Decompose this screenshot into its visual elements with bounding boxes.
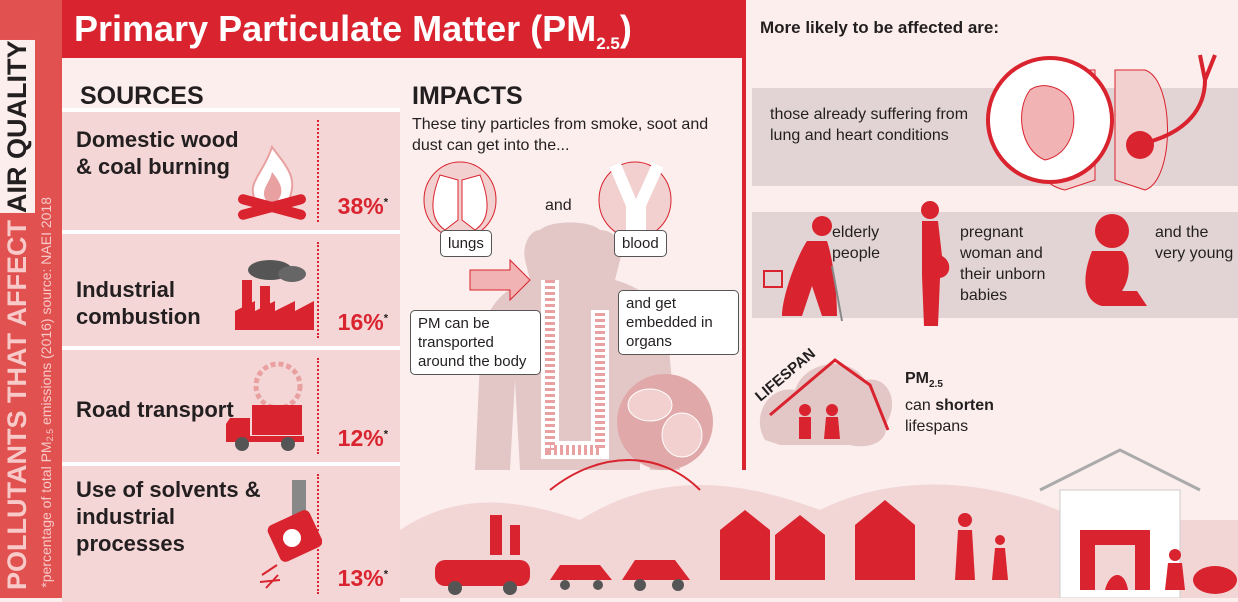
source-label: Use of solvents & industrial processes — [76, 476, 276, 557]
source-label: Domestic wood & coal burning — [76, 126, 246, 180]
percent-value: 12% — [338, 425, 384, 451]
source-percent: 13%* — [338, 565, 388, 592]
source-percent: 12%* — [338, 425, 388, 452]
source-percent: 38%* — [338, 193, 388, 220]
town-scenery — [400, 430, 1238, 598]
title-part: ) — [620, 8, 632, 49]
source-label: Industrial combustion — [76, 276, 246, 330]
title-part: Primary Particulate Matter (PM — [74, 8, 596, 49]
source-card: Road transport 12%* — [62, 346, 400, 462]
factory-icon — [230, 256, 316, 336]
divider — [317, 120, 319, 222]
transport-note: PM can be transported around the body — [410, 310, 541, 375]
lungs-label: lungs — [440, 230, 492, 257]
title: Primary Particulate Matter (PM2.5) — [74, 8, 632, 54]
side-title: POLLUTANTS THAT AFFECT AIR QUALITY — [2, 40, 32, 590]
percent-note: * — [384, 312, 388, 324]
truck-icon — [222, 360, 316, 455]
and-text: and — [545, 197, 572, 215]
source-card: Use of solvents & industrial processes 1… — [62, 462, 400, 602]
impacts-intro: These tiny particles from smoke, soot an… — [412, 114, 712, 156]
source-percent: 16%* — [338, 309, 388, 336]
page: POLLUTANTS THAT AFFECT AIR QUALITY *perc… — [0, 0, 1238, 598]
percent-value: 38% — [338, 193, 384, 219]
footnote-subscript: 2.5 — [45, 429, 55, 442]
solvent-icon — [252, 480, 322, 590]
divider — [317, 474, 319, 594]
title-banner: Primary Particulate Matter (PM2.5) — [62, 0, 742, 58]
side-title-highlight: AIR QUALITY — [0, 40, 35, 213]
percent-value: 16% — [338, 309, 384, 335]
side-title-main: POLLUTANTS THAT AFFECT — [2, 220, 32, 590]
affected-heading: More likely to be affected are: — [760, 18, 999, 38]
percent-note: * — [384, 196, 388, 208]
title-subscript: 2.5 — [596, 34, 620, 53]
footnote: *percentage of total PM2.5 emissions (20… — [36, 197, 60, 588]
percent-value: 13% — [338, 565, 384, 591]
lifespan-subscript: 2.5 — [929, 379, 943, 390]
source-card: Domestic wood & coal burning 38%* — [62, 108, 400, 230]
divider — [317, 242, 319, 338]
lifespan-pm: PM — [905, 370, 929, 387]
impacts-heading: IMPACTS — [412, 82, 523, 111]
divider — [317, 358, 319, 454]
fire-icon — [232, 142, 312, 222]
organs-note: and get embedded in organs — [618, 290, 739, 355]
panel-divider — [742, 0, 746, 470]
affected-text: those already suffering from lung and he… — [770, 104, 970, 146]
affected-text: pregnant woman and their unborn babies — [960, 222, 1070, 306]
lifespan-part: can — [905, 397, 935, 414]
blood-label: blood — [614, 230, 667, 257]
percent-note: * — [384, 428, 388, 440]
affected-text: elderly people — [832, 222, 902, 264]
heart-lung-icon — [975, 40, 1225, 200]
side-strip: POLLUTANTS THAT AFFECT AIR QUALITY *perc… — [0, 0, 62, 598]
footnote-part: emissions (2016) source: NAEI 2018 — [38, 197, 54, 429]
affected-text: and the very young — [1155, 222, 1235, 264]
lifespan-strong: shorten — [935, 397, 994, 414]
source-label: Road transport — [76, 396, 246, 423]
source-card: Industrial combustion 16%* — [62, 230, 400, 346]
footnote-part: *percentage of total PM — [38, 442, 54, 588]
percent-note: * — [384, 568, 388, 580]
sources-heading: SOURCES — [80, 82, 204, 111]
